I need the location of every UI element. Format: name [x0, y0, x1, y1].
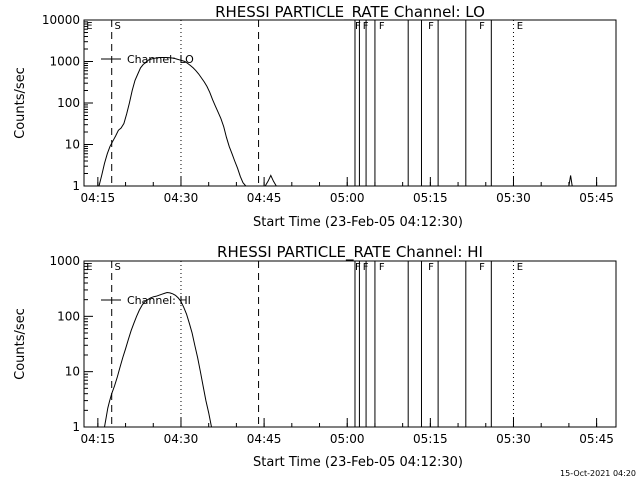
event-marker-label: F: [379, 21, 385, 32]
y-tick-label: 1000: [49, 55, 80, 69]
plot-frame: [83, 260, 617, 428]
y-tick-label: 1000: [49, 254, 80, 268]
hi-channel-panel: RHESSI PARTICLE_RATE Channel: HI 1 10 100 10…: [13, 243, 617, 470]
event-marker-label: F: [428, 262, 434, 273]
event-marker-label: F: [428, 21, 434, 32]
event-marker-label: S: [114, 262, 120, 273]
plot-frame: [83, 19, 617, 187]
series-line: [104, 291, 212, 428]
y-axis-label: Counts/sec: [13, 67, 28, 139]
x-axis-label: Start Time (23-Feb-05 04:12:30): [253, 455, 463, 470]
y-tick-label: 100: [57, 96, 80, 110]
event-marker-label: F: [479, 21, 485, 32]
legend-label: Channel: HI: [127, 294, 191, 307]
y-tick-label: 10: [65, 138, 80, 152]
chart-title: RHESSI PARTICLE_RATE Channel: HI: [217, 243, 483, 262]
y-tick-label: 10: [65, 365, 80, 379]
x-tick-label: 05:15: [413, 191, 448, 205]
x-tick-label: 05:00: [330, 432, 365, 446]
x-tick-label: 05:00: [330, 191, 365, 205]
y-tick-label: 1: [72, 420, 80, 434]
event-marker-label: F: [363, 21, 369, 32]
event-marker-label: F: [355, 262, 361, 273]
x-tick-label: 04:45: [247, 191, 282, 205]
y-tick-label: 100: [57, 309, 80, 323]
event-marker-label: F: [355, 21, 361, 32]
timestamp: 15-Oct-2021 04:20: [560, 469, 636, 478]
legend-label: Channel: LO: [127, 53, 194, 66]
y-axis-label: Counts/sec: [13, 308, 28, 380]
x-tick-label: 05:45: [579, 191, 614, 205]
x-tick-label: 04:15: [81, 191, 116, 205]
x-tick-label: 05:30: [496, 432, 531, 446]
x-tick-label: 04:15: [81, 432, 116, 446]
x-tick-label: 04:45: [247, 432, 282, 446]
event-marker-label: F: [363, 262, 369, 273]
event-marker-label: S: [114, 21, 120, 32]
event-marker-label: E: [517, 21, 523, 32]
series-line: [98, 57, 280, 187]
event-marker-label: F: [379, 262, 385, 273]
event-marker-label: E: [86, 262, 92, 273]
series-line: [568, 175, 573, 187]
event-marker-label: F: [479, 262, 485, 273]
x-tick-label: 04:30: [164, 432, 199, 446]
event-marker-label: E: [517, 262, 523, 273]
x-tick-label: 04:30: [164, 191, 199, 205]
y-tick-label: 1: [72, 179, 80, 193]
x-axis-label: Start Time (23-Feb-05 04:12:30): [253, 215, 463, 230]
y-tick-label: 10000: [42, 13, 80, 27]
x-tick-label: 05:30: [496, 191, 531, 205]
lo-channel-panel: RHESSI PARTICLE_RATE Channel: LO 1 10 100 10…: [13, 3, 617, 230]
chart-title: RHESSI PARTICLE_RATE Channel: LO: [215, 3, 485, 22]
event-marker-label: E: [86, 21, 92, 32]
x-tick-label: 05:45: [579, 432, 614, 446]
x-tick-label: 05:15: [413, 432, 448, 446]
